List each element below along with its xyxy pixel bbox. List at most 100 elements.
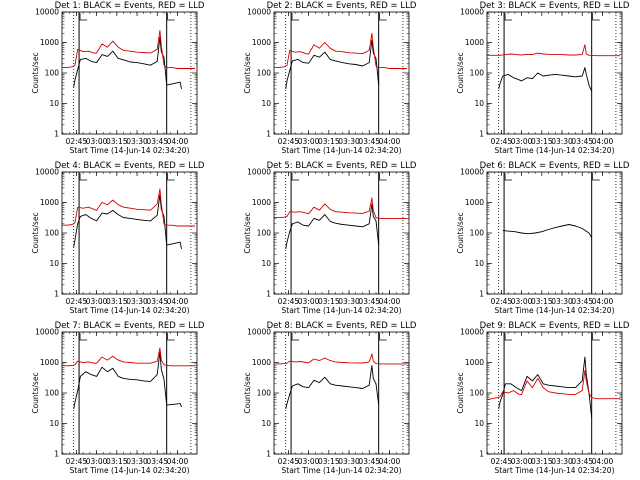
x-tick-label: 04:00: [592, 457, 614, 466]
y-tick-label: 100: [45, 229, 60, 238]
x-tick-label: 03:15: [531, 457, 553, 466]
x-tick-label: 03:30: [551, 137, 573, 146]
plot-frame: [61, 331, 198, 455]
x-tick-label: 03:30: [338, 457, 360, 466]
x-axis-label: Start Time (14-Jun-14 02:34:20): [495, 146, 615, 155]
x-tick-label: 03:45: [146, 457, 168, 466]
events-series-line: [498, 67, 593, 92]
x-tick-label: 03:45: [358, 137, 380, 146]
x-tick-label: 02:45: [278, 297, 300, 306]
x-tick-label: 03:45: [571, 457, 593, 466]
events-series-line: [502, 224, 593, 238]
x-tick-label: 03:15: [318, 137, 340, 146]
corner-bracket: [79, 333, 88, 341]
x-tick-label: 03:30: [551, 297, 573, 306]
x-axis-label: Start Time (14-Jun-14 02:34:20): [70, 306, 190, 315]
x-tick-label: 03:30: [126, 297, 148, 306]
panel-det-3: Det 3: BLACK = Events, RED = LLD 1 10 100 10…: [456, 1, 630, 155]
x-tick-label: 03:30: [338, 297, 360, 306]
y-tick-label: 100: [470, 389, 485, 398]
plot-frame: [486, 11, 623, 135]
lld-series-line: [486, 369, 620, 401]
y-tick-label: 10: [261, 419, 271, 428]
y-tick-label: 1000: [465, 358, 484, 367]
x-tick-label: 04:00: [167, 457, 189, 466]
x-tick-label: 03:30: [126, 137, 148, 146]
x-tick-label: 03:45: [358, 457, 380, 466]
y-axis-label: Counts/sec: [456, 52, 465, 93]
y-tick-label: 10: [474, 99, 484, 108]
corner-bracket: [291, 333, 300, 341]
x-tick-label: 03:15: [106, 457, 128, 466]
x-tick-label: 03:30: [126, 457, 148, 466]
y-tick-label: 10000: [35, 168, 59, 177]
corner-bracket: [167, 13, 175, 21]
y-tick-label: 1000: [40, 358, 59, 367]
x-tick-label: 04:00: [167, 137, 189, 146]
y-tick-label: 1: [266, 290, 271, 299]
x-tick-label: 03:30: [551, 457, 573, 466]
x-tick-label: 03:45: [571, 297, 593, 306]
corner-bracket: [167, 333, 175, 341]
events-series-line: [285, 365, 380, 410]
events-series-line: [73, 194, 182, 249]
x-tick-label: 04:00: [592, 297, 614, 306]
y-tick-label: 1000: [465, 38, 484, 47]
y-axis-label: Counts/sec: [243, 372, 252, 413]
y-tick-label: 10000: [247, 168, 271, 177]
corner-bracket: [592, 173, 600, 181]
lld-series-line: [61, 347, 195, 367]
y-tick-label: 100: [470, 229, 485, 238]
panel-det-7: Det 7: BLACK = Events, RED = LLD 1 10 100 10…: [31, 321, 205, 475]
events-series-line: [498, 356, 593, 419]
y-tick-label: 10000: [460, 168, 484, 177]
plot-frame: [273, 11, 410, 135]
y-tick-label: 1: [54, 290, 59, 299]
panel-title: Det 9: BLACK = Events, RED = LLD: [480, 321, 630, 331]
x-tick-label: 03:00: [511, 297, 533, 306]
x-tick-label: 03:15: [318, 457, 340, 466]
lld-series-line: [273, 32, 407, 69]
y-tick-label: 10000: [460, 328, 484, 337]
plot-frame: [273, 171, 410, 295]
corner-bracket: [592, 13, 600, 21]
panel-title: Det 6: BLACK = Events, RED = LLD: [480, 161, 630, 171]
y-tick-label: 1: [266, 450, 271, 459]
plot-frame: [486, 171, 623, 295]
plot-frame: [273, 331, 410, 455]
x-tick-label: 03:00: [298, 137, 320, 146]
y-tick-label: 10000: [35, 328, 59, 337]
y-tick-label: 1000: [252, 358, 271, 367]
y-tick-label: 1: [54, 450, 59, 459]
panel-title: Det 2: BLACK = Events, RED = LLD: [267, 1, 417, 11]
y-axis-label: Counts/sec: [456, 212, 465, 253]
x-axis-label: Start Time (14-Jun-14 02:34:20): [495, 466, 615, 475]
y-tick-label: 100: [257, 389, 272, 398]
x-tick-label: 03:00: [511, 457, 533, 466]
corner-bracket: [167, 173, 175, 181]
x-tick-label: 04:00: [167, 297, 189, 306]
y-tick-label: 10: [474, 259, 484, 268]
y-axis-label: Counts/sec: [31, 372, 40, 413]
y-axis-label: Counts/sec: [31, 52, 40, 93]
corner-bracket: [379, 173, 387, 181]
plot-frame: [61, 171, 198, 295]
corner-bracket: [504, 173, 513, 181]
panel-title: Det 4: BLACK = Events, RED = LLD: [55, 161, 205, 171]
corner-bracket: [379, 13, 387, 21]
x-tick-label: 02:45: [66, 297, 88, 306]
corner-bracket: [79, 13, 88, 21]
x-tick-label: 04:00: [379, 297, 401, 306]
corner-bracket: [291, 173, 300, 181]
x-tick-label: 04:00: [592, 137, 614, 146]
panel-det-2: Det 2: BLACK = Events, RED = LLD 1 10 100 10…: [243, 1, 417, 155]
events-series-line: [285, 39, 380, 89]
panel-det-6: Det 6: BLACK = Events, RED = LLD 1 10 100 10…: [456, 161, 630, 315]
x-axis-label: Start Time (14-Jun-14 02:34:20): [282, 466, 402, 475]
x-tick-label: 03:00: [511, 137, 533, 146]
panel-title: Det 8: BLACK = Events, RED = LLD: [267, 321, 417, 331]
y-tick-label: 10: [474, 419, 484, 428]
y-tick-label: 100: [45, 69, 60, 78]
x-tick-label: 03:00: [298, 297, 320, 306]
y-tick-label: 10: [49, 419, 59, 428]
